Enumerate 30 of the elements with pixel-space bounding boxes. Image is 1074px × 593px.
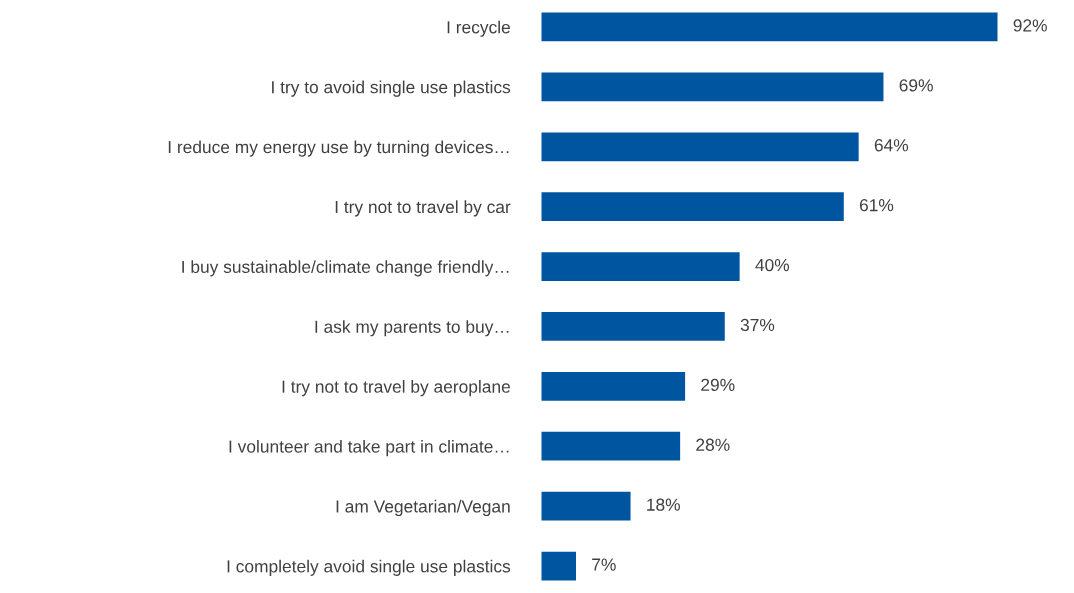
bar — [541, 72, 884, 102]
data-label: 92% — [1013, 19, 1047, 32]
data-label: 29% — [701, 378, 735, 392]
bar — [541, 252, 740, 281]
y-tick-label: I try not to travel by car — [335, 200, 511, 217]
y-tick-label: I try not to travel by aeroplane — [282, 380, 510, 397]
bar — [541, 431, 681, 461]
bar — [541, 551, 577, 581]
bar — [541, 12, 998, 42]
data-label: 28% — [696, 438, 730, 451]
y-tick-label: I reduce my energy use by turning devices… — [168, 140, 509, 157]
y-tick-label: I buy sustainable/climate change friendly… — [182, 260, 509, 277]
y-tick-label: I am Vegetarian/Vegan — [336, 499, 510, 517]
data-label: 7% — [592, 558, 616, 571]
bar — [541, 371, 686, 401]
bar — [541, 132, 859, 162]
y-tick-label: I completely avoid single use plastics — [227, 559, 511, 576]
bar — [541, 312, 725, 341]
y-tick-label: I try to avoid single use plastics — [272, 80, 511, 97]
data-label: 69% — [899, 79, 933, 92]
bar — [541, 491, 631, 521]
data-label: 37% — [740, 318, 775, 332]
y-tick-label: I ask my parents to buy… — [315, 320, 509, 337]
y-tick-label: I recycle — [447, 20, 510, 37]
data-label: 61% — [859, 199, 894, 212]
data-label: 40% — [755, 258, 790, 272]
y-tick-label: I volunteer and take part in climate… — [229, 439, 509, 457]
data-label: 64% — [874, 139, 909, 152]
bar — [541, 192, 844, 222]
data-label: 18% — [647, 498, 680, 511]
